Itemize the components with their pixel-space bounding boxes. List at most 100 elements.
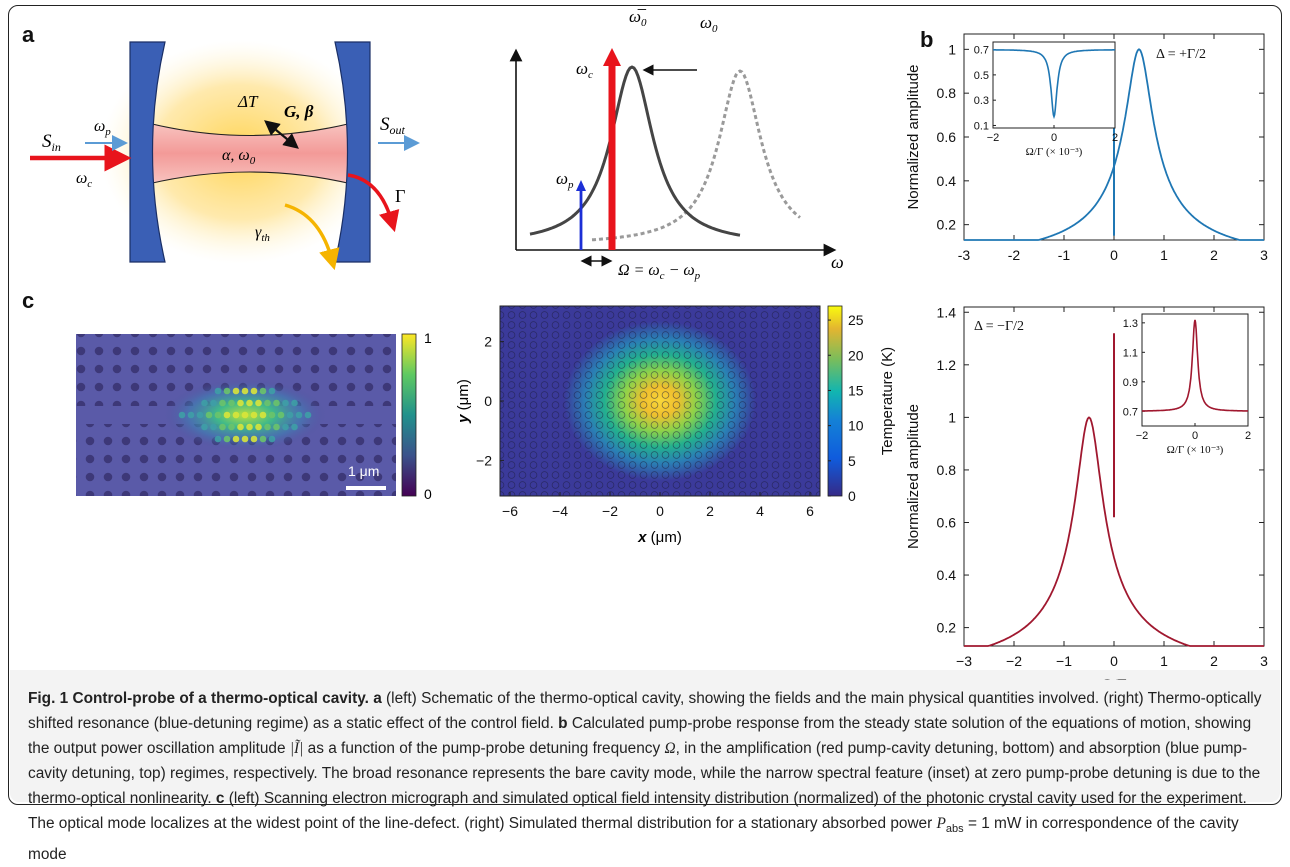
- inset-y-tick-label: 1.3: [1123, 318, 1138, 330]
- x-axis-label: Ω/Γ: [1101, 677, 1127, 680]
- caption-a-text: (left) Schematic of the thermo-optical c…: [28, 690, 1262, 732]
- y-tick-label: 1: [948, 41, 956, 57]
- colorbar-tick-label: 15: [848, 382, 864, 398]
- cavity-schematic: Sin Sout ωp ωc ΔT G, β α, ω0 γth Γ: [30, 40, 420, 271]
- x-tick-label: 3: [1260, 247, 1268, 263]
- colorbar-tick-1: 1: [424, 330, 432, 346]
- y-tick-label: 0.2: [937, 217, 957, 233]
- x-tick-label: −6: [502, 503, 518, 519]
- probe-arrowhead: [576, 180, 586, 191]
- caption-c-p-sub: abs: [945, 823, 964, 836]
- mode-lobe: [255, 399, 262, 407]
- mode-lobe: [277, 411, 285, 419]
- hole-rings: [500, 306, 820, 496]
- inset-x-axis-label: Ω/Γ (× 10⁻³): [1167, 444, 1224, 456]
- x-tick-label: 4: [756, 503, 764, 519]
- omega-p-label: ωp: [94, 118, 111, 138]
- caption-b-omega: Ω: [664, 740, 676, 757]
- mode-lobes: [178, 387, 312, 443]
- omega-axis-label: ω: [831, 252, 844, 272]
- y-tick-label: 2: [484, 334, 492, 350]
- inset-x-tick-label: 0: [1192, 430, 1198, 442]
- x-axis-label: x (μm): [637, 529, 682, 546]
- thermal-loss-arrow: [284, 203, 340, 271]
- x-tick-label: −3: [956, 653, 972, 669]
- inset-y-tick-label: 0.7: [974, 45, 989, 57]
- inset-y-tick-label: 0.3: [974, 95, 989, 107]
- mode-lobe: [237, 423, 244, 431]
- mode-lobe: [250, 387, 258, 395]
- mode-lobe: [291, 423, 298, 431]
- mode-lobe: [214, 387, 222, 395]
- colorbar-label: Temperature (K): [879, 347, 896, 455]
- x-tick-label: 2: [1210, 247, 1218, 263]
- scale-bar: [346, 486, 386, 490]
- y-axis-var: y: [455, 414, 472, 424]
- x-axis-unit: (μm): [647, 529, 682, 546]
- delta-t-label: ΔT: [237, 92, 259, 111]
- mode-lobe: [228, 399, 235, 407]
- mode-lobe: [259, 411, 267, 419]
- x-tick-label: −2: [1006, 653, 1022, 669]
- inset-y-tick-label: 0.7: [1123, 406, 1138, 418]
- mode-lobe: [304, 411, 312, 419]
- colorbar-tick-0: 0: [424, 486, 432, 502]
- colorbar-tick-label: 20: [848, 347, 864, 363]
- mode-lobe: [241, 411, 249, 419]
- mode-lobe: [214, 435, 222, 443]
- panel-label-b: b: [920, 27, 934, 52]
- caption-lead: Fig. 1 Control-probe of a thermo-optical…: [28, 690, 369, 707]
- y-axis-label: Normalized amplitude: [905, 64, 922, 209]
- gamma-th-label: γth: [255, 224, 270, 244]
- mode-lobe: [264, 423, 271, 431]
- caption-b-symbol: |Ĩ|: [289, 740, 304, 757]
- mode-lobe: [214, 411, 222, 419]
- mode-lobe: [210, 423, 217, 431]
- x-tick-label: −2: [602, 503, 618, 519]
- inset-y-tick-label: 0.1: [974, 120, 989, 132]
- y-tick-label: 0.2: [937, 620, 957, 636]
- mode-lobe: [246, 399, 253, 407]
- mode-lobe: [295, 411, 303, 419]
- mode-lobe: [205, 411, 213, 419]
- mode-lobe: [241, 387, 249, 395]
- caption-c-p: P: [936, 815, 946, 832]
- inset-x-tick-label: 2: [1112, 132, 1118, 144]
- inset-y-tick-label: 1.1: [1123, 347, 1138, 359]
- y-tick-label: 0.8: [937, 462, 957, 478]
- figure-caption: Fig. 1 Control-probe of a thermo-optical…: [28, 686, 1268, 867]
- inset-series-line: [1142, 319, 1248, 412]
- omega-bar0-label: ω̅0: [629, 7, 647, 29]
- panel-label-a: a: [22, 22, 35, 47]
- left-mirror: [129, 41, 166, 263]
- mode-lobe: [219, 399, 226, 407]
- mode-colorbar: [401, 333, 417, 497]
- x-tick-label: −4: [552, 503, 568, 519]
- chart-absorption: -3 -2 -1 0 1 2 3 0.2 0.4 0.6 0.8 1 Normalized amplit…: [905, 33, 1268, 263]
- mode-lobe: [291, 399, 298, 407]
- inset-x-tick-label: 0: [1051, 132, 1057, 144]
- gamma-label: Γ: [395, 186, 405, 206]
- mode-lobe: [250, 411, 258, 419]
- x-tick-label: 0: [1110, 247, 1118, 263]
- y-tick-label: 0.4: [937, 173, 957, 189]
- figure-frame: [8, 5, 1282, 805]
- annotation: Δ = −Γ/2: [974, 319, 1024, 334]
- mode-lobe: [286, 411, 294, 419]
- caption-b-label: b: [558, 715, 568, 732]
- y-tick-label: −2: [476, 452, 492, 468]
- s-in-label: Sin: [42, 131, 61, 154]
- inset-y-tick-label: 0.9: [1123, 377, 1138, 389]
- mode-lobe: [268, 387, 276, 395]
- mode-lobe: [232, 411, 240, 419]
- caption-a-label: a: [373, 690, 382, 707]
- colorbar-tick-label: 25: [848, 312, 864, 328]
- s-out-label: Sout: [380, 114, 406, 137]
- mode-lobe: [223, 387, 231, 395]
- x-tick-label: 0: [656, 503, 664, 519]
- mode-lobe: [246, 423, 253, 431]
- omega0-label: ω0: [700, 13, 718, 35]
- mode-lobe: [250, 435, 258, 443]
- caption-b-text2: as a function of the pump-probe detuning…: [303, 740, 665, 757]
